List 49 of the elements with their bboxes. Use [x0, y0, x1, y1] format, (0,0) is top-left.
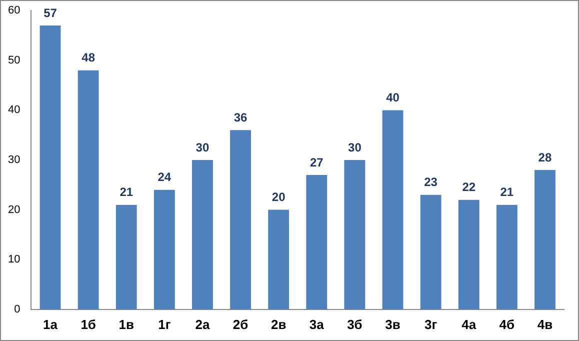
x-tick-label: 2б	[232, 316, 248, 332]
bar	[78, 70, 99, 310]
data-label: 23	[424, 175, 438, 190]
bar	[496, 204, 518, 310]
data-label: 28	[538, 150, 552, 164]
y-tick-label: 40	[8, 104, 20, 116]
x-tick-label: 2а	[195, 316, 210, 332]
data-label: 21	[120, 185, 134, 200]
x-tick-label: 1а	[43, 316, 58, 332]
data-label: 57	[44, 6, 58, 20]
bar	[154, 190, 175, 310]
y-tick-label: 10	[8, 254, 20, 266]
x-tick-label: 1б	[80, 316, 96, 332]
x-tick-label: 4б	[499, 316, 515, 332]
data-label: 36	[234, 110, 248, 124]
x-tick-label: 3а	[309, 316, 325, 332]
bar	[306, 174, 328, 310]
y-tick-label: 60	[8, 4, 20, 17]
y-tick-label: 50	[8, 54, 20, 66]
x-tick-label: 3г	[424, 316, 438, 332]
data-label: 30	[196, 140, 210, 154]
x-tick-label: 1в	[118, 316, 134, 332]
data-label: 40	[386, 90, 400, 105]
y-tick-label: 20	[8, 204, 20, 216]
data-label: 24	[158, 170, 172, 184]
x-tick-label: 1г	[158, 316, 172, 332]
data-label: 20	[272, 190, 286, 204]
x-tick-label: 3б	[347, 316, 362, 332]
x-tick-label: 4а	[462, 316, 477, 332]
y-tick-label: 0	[14, 303, 20, 316]
data-label: 27	[310, 155, 324, 170]
bar	[344, 160, 366, 310]
bar	[268, 210, 290, 310]
data-label: 21	[500, 185, 514, 200]
bar	[382, 110, 404, 310]
x-tick-label: 4в	[537, 316, 553, 332]
bar	[116, 204, 137, 310]
data-label: 30	[348, 140, 362, 154]
bar	[458, 200, 480, 310]
data-label: 22	[462, 180, 476, 194]
bar	[534, 170, 556, 310]
bar	[40, 26, 61, 310]
x-tick-label: 3в	[385, 316, 400, 332]
y-tick-label: 30	[8, 154, 20, 166]
x-tick-label: 2в	[270, 316, 286, 332]
bar	[192, 160, 213, 310]
bar	[420, 194, 442, 310]
bar	[230, 130, 251, 310]
data-label: 48	[82, 50, 96, 65]
